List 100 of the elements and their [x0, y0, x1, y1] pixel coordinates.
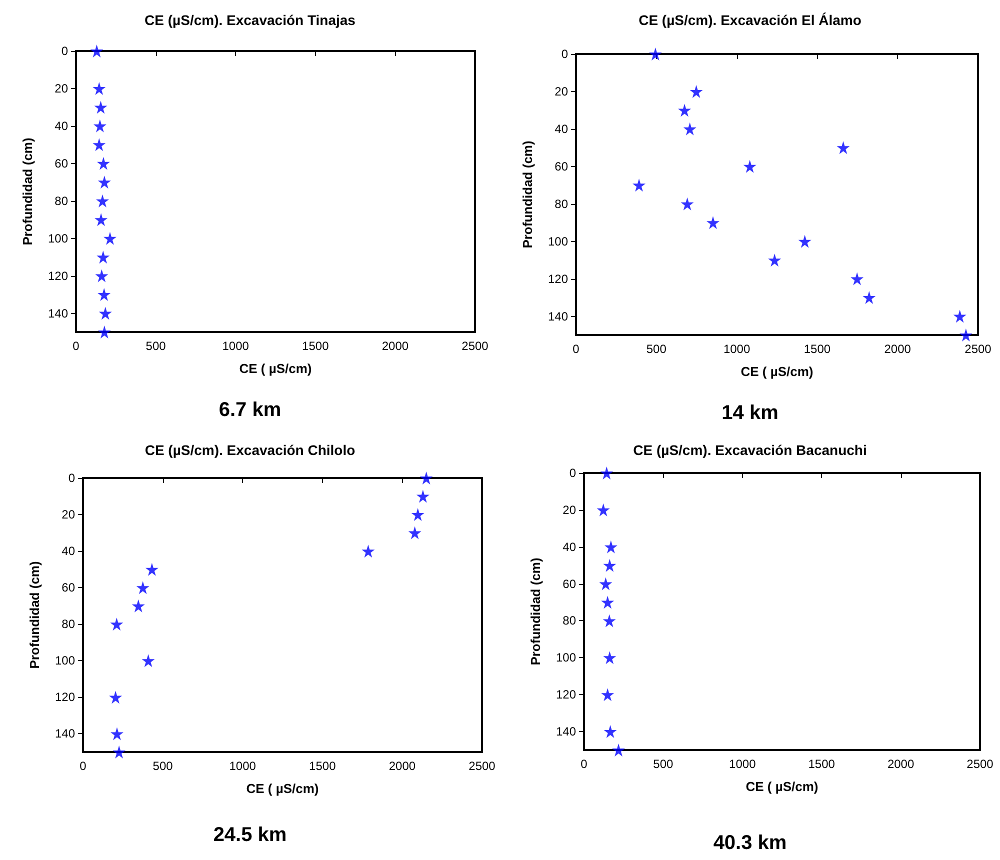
y-tick-label: 100 [548, 234, 568, 248]
point [95, 269, 108, 282]
point [96, 156, 110, 170]
point [103, 232, 116, 245]
x-tick-label: 500 [653, 757, 674, 771]
x-axis-title: CE ( µS/cm) [239, 361, 312, 376]
point [678, 104, 692, 117]
point [362, 544, 375, 558]
y-tick-label: 40 [54, 118, 68, 133]
chart-title: CE (µS/cm). Excavación El Álamo [638, 12, 862, 28]
point [96, 250, 110, 264]
y-tick-label: 0 [61, 44, 68, 58]
y-axis-title: Profundidad (cm) [27, 561, 42, 669]
x-tick-label: 2000 [382, 339, 409, 353]
y-tick-label: 140 [556, 724, 576, 739]
text: 14 km [722, 402, 778, 424]
point [680, 197, 694, 210]
x-tick-label: 1500 [808, 757, 836, 771]
chart-title: CE (µS/cm). Excavación Chilolo [144, 442, 356, 458]
y-tick-label: 60 [62, 580, 76, 595]
x-tick-label: 0 [580, 757, 588, 771]
y-tick-label: 60 [54, 156, 68, 170]
x-tick-label: 500 [646, 342, 667, 356]
y-tick-label: 100 [556, 650, 576, 665]
point [706, 216, 720, 230]
point [862, 291, 876, 304]
x-axis-title: CE ( µS/cm) [746, 779, 818, 794]
y-axis-title: Profundidad (cm) [20, 138, 35, 246]
x-tick-label: 1000 [229, 759, 256, 773]
x-tick-label: 1500 [804, 342, 831, 356]
y-tick-label: 60 [562, 576, 576, 591]
y-tick-label: 80 [54, 194, 68, 208]
point [683, 122, 696, 136]
text: 40.3 km [713, 832, 787, 854]
text: 6.7 km [218, 399, 282, 421]
point [92, 138, 106, 152]
point [612, 744, 626, 756]
y-tick-label: 20 [62, 508, 76, 522]
x-tick-label: 2500 [462, 339, 489, 353]
x-tick-label: 2000 [388, 759, 416, 773]
point [604, 540, 618, 554]
chart-title: CE (µS/cm). Excavación Tinajas [144, 12, 356, 28]
point [596, 503, 610, 516]
y-tick-label: 120 [54, 690, 76, 704]
point [601, 596, 614, 609]
y-tick-label: 40 [62, 544, 76, 558]
point [632, 178, 646, 192]
y-tick-label: 20 [54, 81, 68, 96]
y-tick-label: 100 [54, 654, 76, 668]
y-tick-label: 20 [554, 84, 568, 98]
chart-title: CE (µS/cm). Excavación Bacanuchi [633, 442, 867, 458]
point [743, 160, 756, 173]
point [93, 119, 106, 132]
y-tick-label: 40 [562, 540, 576, 554]
x-tick-label: 1500 [309, 759, 336, 773]
y-tick-label: 40 [554, 122, 568, 136]
y-axis-title: Profundidad (cm) [520, 140, 535, 248]
x-tick-label: 2500 [964, 342, 992, 356]
y-tick-label: 60 [554, 159, 568, 174]
point [420, 472, 433, 484]
y-tick-label: 0 [561, 47, 568, 61]
y-tick-label: 0 [569, 466, 576, 480]
y-tick-label: 120 [48, 268, 68, 283]
point [690, 84, 703, 98]
point [953, 310, 966, 323]
y-tick-label: 120 [556, 688, 576, 702]
point [98, 176, 111, 189]
point [136, 581, 150, 594]
y-tick-label: 80 [562, 614, 576, 628]
point [768, 254, 782, 267]
y-tick-label: 120 [548, 272, 568, 286]
x-tick-label: 1000 [222, 339, 250, 353]
point [416, 490, 430, 503]
point [110, 618, 124, 631]
point [603, 651, 616, 664]
point [96, 194, 109, 208]
point [110, 727, 124, 740]
point [98, 306, 112, 320]
y-tick-label: 140 [548, 309, 568, 324]
point [109, 690, 122, 704]
point [600, 466, 614, 480]
x-tick-label: 2000 [887, 757, 914, 771]
y-tick-label: 20 [562, 502, 576, 517]
x-tick-label: 1500 [302, 339, 330, 353]
point [648, 48, 662, 60]
x-tick-label: 1000 [729, 757, 756, 771]
y-tick-label: 80 [62, 617, 76, 632]
y-tick-label: 140 [48, 306, 68, 320]
point [601, 688, 614, 702]
x-axis-title: CE ( µS/cm) [740, 364, 814, 379]
x-tick-label: 2000 [884, 342, 912, 356]
point [604, 725, 617, 738]
point [798, 234, 812, 248]
point [112, 746, 126, 758]
point [603, 558, 616, 572]
x-tick-label: 2500 [966, 757, 994, 771]
point [408, 526, 422, 540]
x-tick-label: 2500 [468, 759, 496, 773]
x-tick-label: 500 [152, 759, 174, 773]
point [98, 326, 111, 338]
